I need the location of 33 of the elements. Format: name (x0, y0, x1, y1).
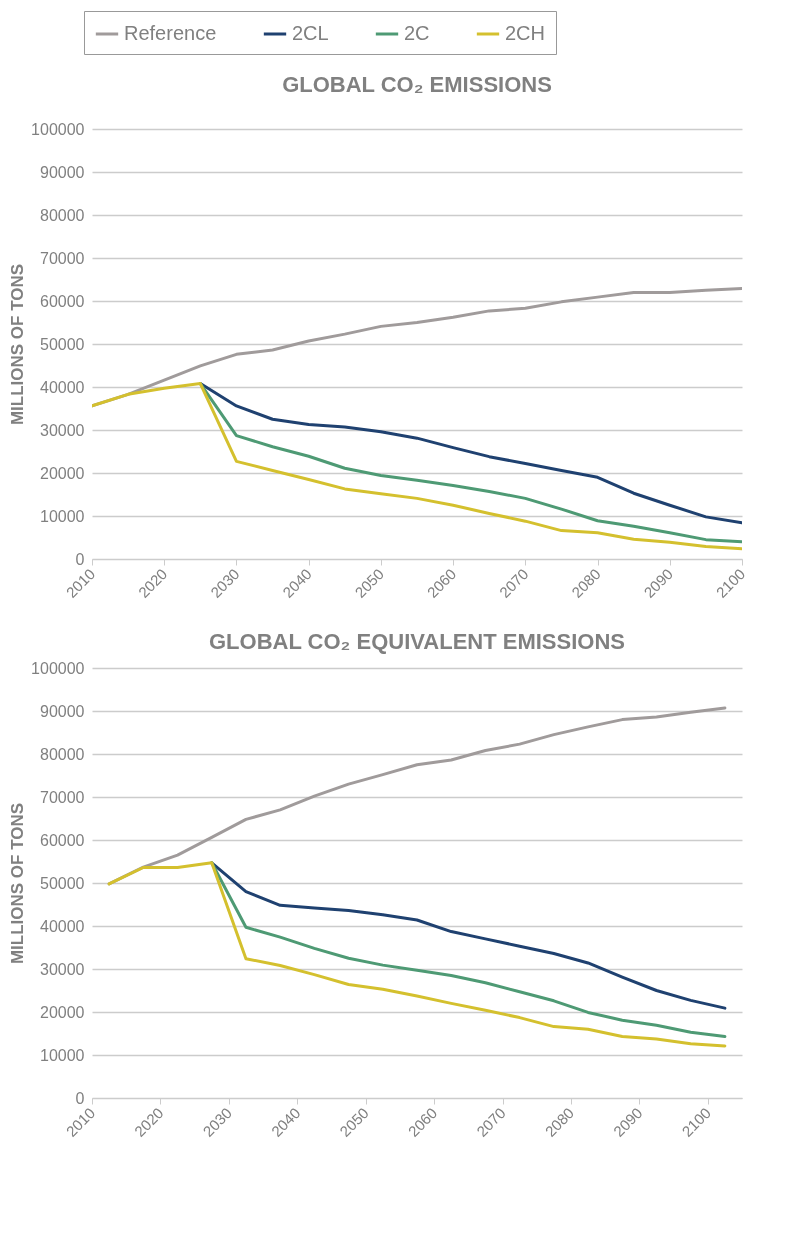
y-tick-label: 40000 (40, 378, 85, 396)
y-tick-label: 80000 (40, 206, 85, 224)
y-tick-label: 0 (75, 1089, 85, 1107)
chart-title: GLOBAL CO₂ EQUIVALENT EMISSIONS (209, 629, 625, 654)
legend-label: 2CH (505, 22, 546, 44)
y-tick-label: 60000 (40, 831, 85, 849)
y-tick-label: 30000 (40, 960, 85, 978)
legend-label: 2C (404, 22, 430, 44)
y-tick-label: 60000 (40, 292, 85, 310)
legend-label: 2CL (292, 22, 329, 44)
y-tick-label: 30000 (40, 421, 85, 439)
line-series (210, 861, 727, 1010)
y-tick-label: 70000 (40, 788, 85, 806)
y-tick-label: 50000 (40, 874, 85, 892)
y-tick-label: 20000 (40, 464, 85, 482)
y-tick-label: 10000 (40, 1046, 85, 1064)
y-tick-label: 100000 (31, 120, 85, 138)
y-tick-label: 0 (75, 550, 85, 568)
y-tick-label: 20000 (40, 1003, 85, 1021)
line-series (107, 861, 727, 1048)
y-tick-label: 80000 (40, 745, 85, 763)
legend-label: Reference (124, 22, 217, 44)
y-axis-title: MILLIONS OF TONS (8, 802, 28, 965)
y-tick-label: 50000 (40, 335, 85, 353)
y-tick-label: 40000 (40, 917, 85, 935)
y-tick-label: 70000 (40, 249, 85, 267)
chart-title: GLOBAL CO₂ EMISSIONS (282, 71, 552, 97)
y-tick-label: 90000 (40, 702, 85, 720)
y-axis-title: MILLIONS OF TONS (8, 263, 28, 426)
y-tick-label: 100000 (31, 659, 85, 677)
y-tick-label: 90000 (40, 163, 85, 181)
y-tick-label: 10000 (40, 507, 85, 525)
line-series (92, 382, 742, 551)
